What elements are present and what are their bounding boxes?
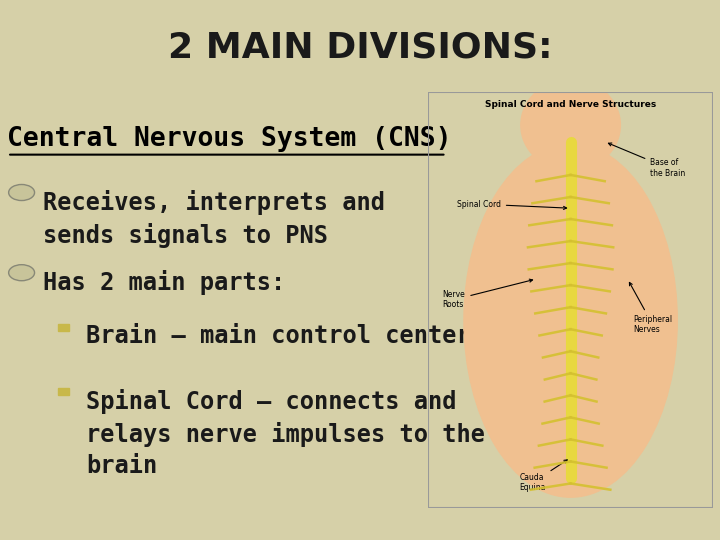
Text: Base of
the Brain: Base of the Brain <box>608 143 685 178</box>
Text: Spinal Cord: Spinal Cord <box>456 200 567 210</box>
Text: Has 2 main parts:: Has 2 main parts: <box>43 271 285 295</box>
Text: 2 MAIN DIVISIONS:: 2 MAIN DIVISIONS: <box>168 30 552 64</box>
Text: Spinal Cord and Nerve Structures: Spinal Cord and Nerve Structures <box>485 100 656 109</box>
Ellipse shape <box>521 79 621 171</box>
Text: Spinal Cord – connects and
relays nerve impulses to the
brain: Spinal Cord – connects and relays nerve … <box>86 389 485 478</box>
Text: Brain – main control center: Brain – main control center <box>86 324 471 348</box>
Circle shape <box>9 265 35 281</box>
Circle shape <box>9 185 35 200</box>
Bar <box>58 323 68 330</box>
Text: Cauda
Equina: Cauda Equina <box>519 460 567 492</box>
Text: Central Nervous System (CNS): Central Nervous System (CNS) <box>7 126 451 152</box>
Text: Receives, interprets and
sends signals to PNS: Receives, interprets and sends signals t… <box>43 190 385 248</box>
Ellipse shape <box>464 144 678 497</box>
Bar <box>58 388 68 395</box>
Text: Peripheral
Nerves: Peripheral Nerves <box>629 282 672 334</box>
Text: Nerve
Roots: Nerve Roots <box>443 279 533 309</box>
